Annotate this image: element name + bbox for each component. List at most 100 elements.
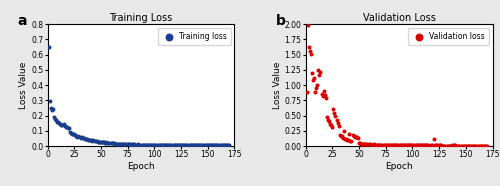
Training loss [50, 116, 58, 118]
Validation loss [330, 111, 338, 114]
Validation loss [314, 84, 322, 86]
Validation loss [474, 144, 482, 147]
Validation loss [402, 144, 410, 147]
Validation loss [449, 144, 457, 147]
Validation loss [386, 144, 394, 147]
Training loss [186, 144, 194, 147]
Validation loss [304, 24, 312, 27]
Training loss [154, 144, 162, 147]
Training loss [192, 144, 200, 147]
Training loss [95, 140, 103, 143]
Training loss [168, 144, 176, 147]
Training loss [198, 144, 205, 147]
Training loss [88, 139, 96, 142]
Training loss [124, 143, 132, 146]
Validation loss [394, 144, 402, 147]
Validation loss [472, 144, 480, 147]
Training loss [210, 144, 218, 147]
Training loss [178, 144, 186, 147]
Validation loss [416, 144, 424, 147]
Training loss [79, 137, 87, 140]
Validation loss [438, 144, 446, 147]
Training loss [176, 144, 184, 147]
Validation loss [419, 144, 427, 147]
Validation loss [316, 70, 324, 73]
Validation loss [339, 136, 347, 139]
Validation loss [454, 144, 462, 147]
Training loss [166, 144, 174, 147]
Validation loss [433, 144, 441, 147]
Validation loss [382, 144, 390, 147]
Validation loss [341, 137, 349, 140]
Training loss [222, 144, 230, 147]
Validation loss [412, 144, 420, 147]
Training loss [53, 120, 61, 123]
Validation loss [387, 144, 395, 147]
Training loss [70, 133, 78, 136]
Validation loss [390, 144, 398, 147]
Training loss [205, 144, 213, 147]
Validation loss [355, 142, 363, 145]
Training loss [51, 118, 59, 121]
Validation loss [332, 114, 340, 117]
Training loss [211, 144, 219, 147]
Validation loss [358, 142, 366, 145]
Validation loss [400, 144, 408, 147]
Training loss [133, 143, 141, 146]
Training loss [182, 144, 190, 147]
Validation loss [446, 144, 454, 147]
Training loss [208, 144, 216, 147]
Training loss [124, 143, 132, 146]
Validation loss [428, 144, 436, 147]
Validation loss [444, 144, 452, 147]
Validation loss [436, 144, 444, 147]
Training loss [170, 144, 177, 147]
Validation loss [451, 144, 459, 147]
Validation loss [327, 124, 335, 127]
Validation loss [356, 142, 364, 145]
Validation loss [340, 129, 348, 132]
Validation loss [442, 144, 450, 147]
Training loss [122, 143, 130, 146]
Training loss [96, 141, 104, 144]
Validation loss [415, 144, 423, 147]
Training loss [198, 144, 206, 147]
Training loss [131, 143, 139, 146]
Validation loss [314, 68, 322, 71]
Training loss [140, 143, 148, 146]
Validation loss [424, 144, 432, 147]
Validation loss [353, 136, 361, 139]
Training loss [46, 99, 54, 102]
Training loss [138, 143, 145, 146]
Training loss [184, 144, 192, 147]
Validation loss [456, 144, 464, 147]
Training loss [157, 143, 165, 146]
Validation loss [324, 118, 332, 121]
Training loss [56, 122, 64, 125]
Training loss [127, 143, 135, 146]
Validation loss [442, 144, 450, 147]
Training loss [92, 140, 100, 143]
Validation loss [364, 143, 372, 146]
Validation loss [408, 144, 416, 147]
Training loss [200, 144, 208, 147]
Validation loss [406, 144, 414, 147]
Validation loss [302, 91, 310, 94]
Validation loss [326, 122, 334, 125]
Training loss [134, 143, 142, 146]
Validation loss [422, 144, 430, 147]
Training loss [162, 144, 170, 147]
Training loss [64, 126, 72, 129]
Validation loss [399, 144, 407, 147]
Validation loss [312, 86, 320, 89]
Training loss [180, 144, 188, 147]
Validation loss [444, 144, 452, 147]
Training loss [196, 144, 204, 147]
Training loss [104, 142, 112, 145]
Training loss [144, 143, 152, 146]
X-axis label: Epoch: Epoch [127, 162, 155, 171]
Validation loss [322, 97, 330, 100]
Validation loss [460, 144, 468, 147]
Training loss [94, 140, 102, 143]
Validation loss [364, 143, 372, 146]
